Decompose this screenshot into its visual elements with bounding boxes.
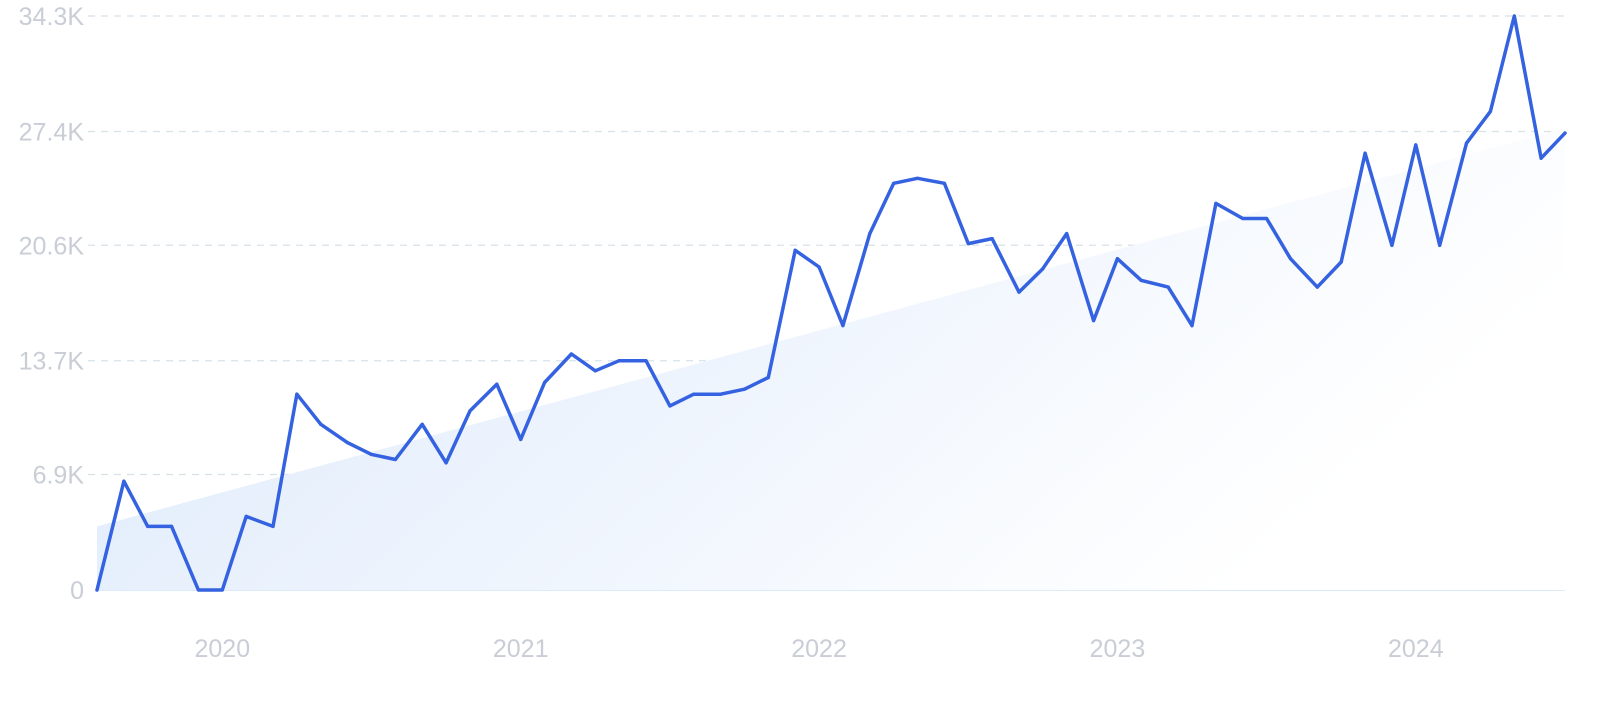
data-point [420, 422, 424, 426]
data-point [1115, 257, 1120, 261]
data-point [495, 382, 499, 386]
data-point [244, 514, 248, 518]
data-point [1414, 143, 1418, 147]
data-point [271, 524, 275, 529]
y-tick-label: 13.7K [19, 348, 85, 376]
data-point [519, 437, 523, 441]
data-point [369, 452, 374, 457]
data-point [593, 369, 597, 373]
data-point [793, 248, 797, 252]
data-point [668, 404, 672, 408]
data-point [1315, 285, 1319, 289]
data-point [841, 323, 845, 328]
data-point [1464, 141, 1469, 145]
data-point [393, 457, 397, 462]
data-point [1288, 257, 1293, 261]
data-point [719, 392, 723, 396]
data-point [295, 392, 299, 396]
y-axis-ticks: 0 6.9K 13.7K 20.6K 27.4K 34.3K [19, 3, 85, 605]
data-point [146, 524, 150, 529]
y-tick-label: 27.4K [19, 118, 85, 146]
trend-area-shape [97, 128, 1565, 591]
data-point [1488, 109, 1493, 113]
data-point [766, 375, 770, 380]
data-point [468, 409, 472, 413]
data-point [1563, 131, 1567, 135]
data-point [1017, 290, 1021, 294]
x-tick-label: 2021 [493, 635, 549, 663]
data-point [1091, 318, 1096, 323]
x-axis-ticks: 2020 2021 2022 2023 2024 [195, 635, 1444, 663]
data-point [346, 441, 350, 445]
data-point [1438, 243, 1442, 247]
data-point [542, 380, 547, 385]
data-point [1041, 267, 1045, 271]
series-line-group [95, 14, 1567, 592]
y-tick-label: 34.3K [19, 3, 85, 31]
data-point [1265, 216, 1269, 221]
data-point [817, 265, 821, 269]
data-point [1363, 151, 1367, 155]
series-line [95, 14, 1567, 592]
data-point [942, 181, 946, 185]
data-point [868, 231, 872, 236]
x-tick-label: 2024 [1388, 635, 1444, 663]
data-point [319, 422, 323, 426]
y-tick-label: 0 [70, 577, 84, 605]
data-point [1339, 260, 1343, 264]
data-point [915, 176, 920, 180]
x-tick-label: 2023 [1090, 635, 1146, 663]
data-point [169, 524, 174, 529]
data-point [1190, 323, 1194, 328]
data-point [95, 588, 99, 592]
data-point [742, 387, 747, 391]
y-tick-label: 20.6K [19, 232, 85, 260]
data-point [692, 392, 696, 396]
data-point [1214, 201, 1218, 206]
data-point [1539, 156, 1543, 160]
data-point [644, 359, 648, 363]
data-point [1241, 216, 1245, 221]
data-point [990, 236, 994, 241]
data-point [966, 241, 970, 246]
data-point [1166, 285, 1170, 289]
x-tick-label: 2020 [195, 635, 251, 663]
data-point [892, 181, 896, 185]
data-point [122, 479, 126, 483]
data-point [220, 588, 224, 592]
data-point [617, 359, 621, 363]
data-point [1139, 278, 1143, 283]
data-point [569, 352, 574, 356]
trend-area [97, 128, 1565, 591]
data-point [444, 461, 448, 465]
y-tick-label: 6.9K [33, 462, 85, 490]
data-point [1065, 231, 1069, 236]
data-point [196, 588, 201, 592]
data-point [1512, 14, 1516, 18]
data-point [1390, 243, 1394, 247]
x-tick-label: 2022 [791, 635, 847, 663]
